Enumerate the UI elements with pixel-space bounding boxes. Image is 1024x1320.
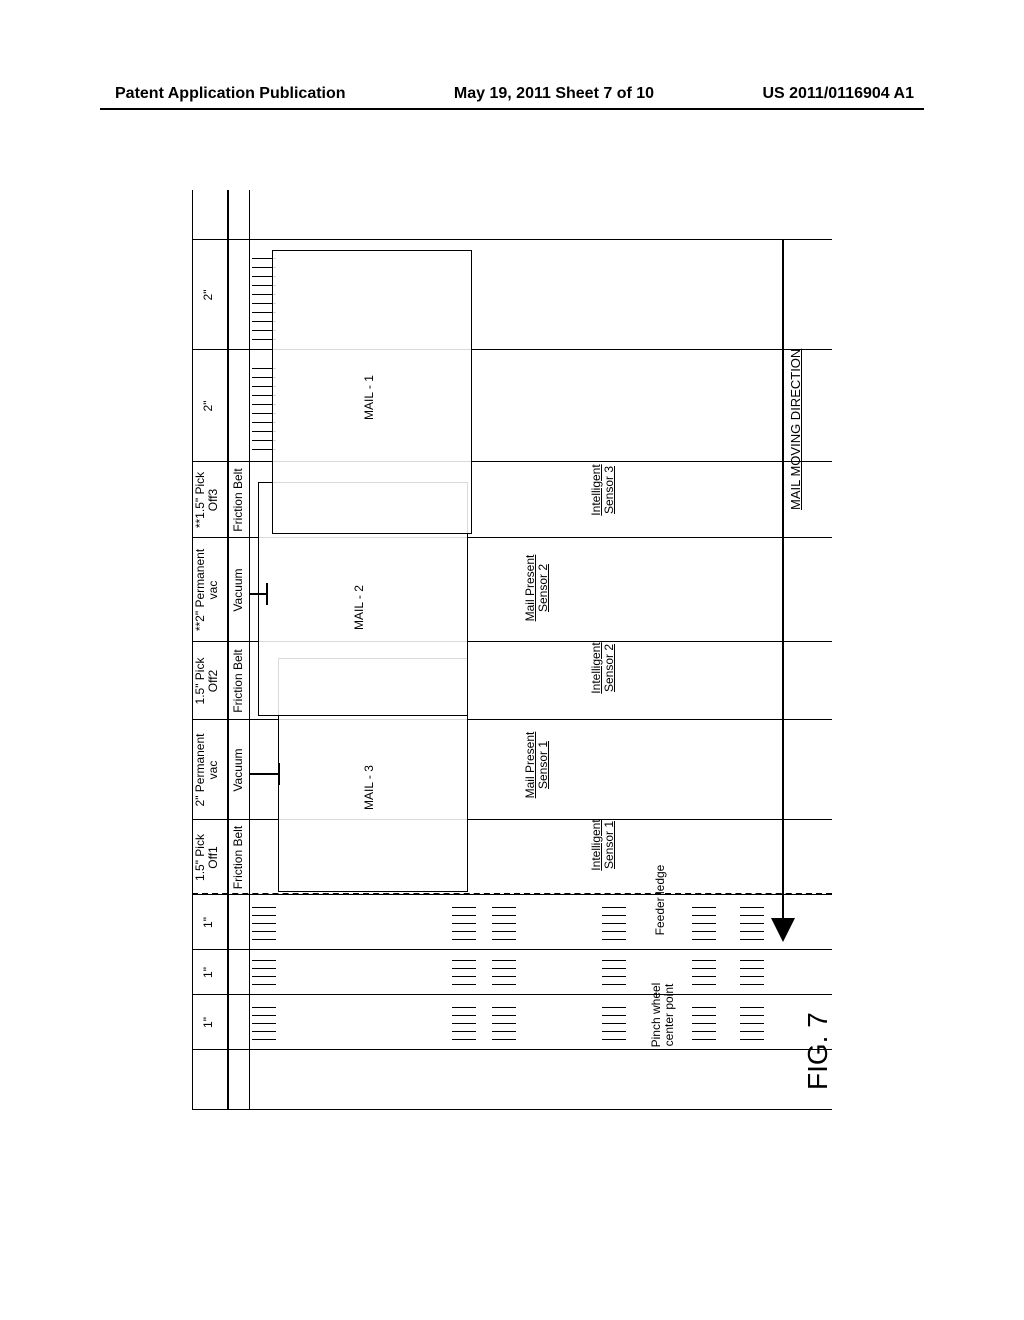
vac-tee-2b — [266, 583, 268, 605]
figure-label: FIG. 7 — [802, 1012, 834, 1090]
mail-3-label: MAIL - 3 — [362, 765, 376, 810]
figure-frame: 1" 1" 1" 1.5" Pick Off1 2" Permanent vac… — [100, 170, 924, 1130]
mail-present-sensor-2: Mail Present Sensor 2 — [524, 543, 550, 633]
col-label-2: 1" — [202, 950, 215, 995]
col-label-5: 2" Permanent vac — [194, 720, 220, 820]
col-label-1: 1" — [202, 995, 215, 1050]
mail-direction-arrow — [771, 918, 795, 942]
vac-tee-1 — [250, 773, 280, 775]
row2-c7: Vacuum — [232, 538, 245, 642]
markband-6 — [740, 190, 764, 1110]
col-label-4: 1.5" Pick Off1 — [194, 820, 220, 895]
col-label-8: **1.5" Pick Off3 — [194, 462, 220, 538]
diagram: 1" 1" 1" 1.5" Pick Off1 2" Permanent vac… — [192, 190, 832, 1110]
mail-2-label: MAIL - 2 — [352, 585, 366, 630]
markband-5 — [692, 190, 716, 1110]
feeder-ledge-label: Feeder ledge — [654, 855, 667, 945]
header-left: Patent Application Publication — [115, 85, 346, 103]
intelligent-sensor-1: Intelligent Sensor 1 — [590, 805, 616, 885]
mail-present-sensor-1: Mail Present Sensor 1 — [524, 720, 550, 810]
intelligent-sensor-2: Intelligent Sensor 2 — [590, 628, 616, 708]
intelligent-sensor-3: Intelligent Sensor 3 — [590, 450, 616, 530]
row2-c8: Friction Belt — [232, 462, 245, 538]
vac-tee-1b — [278, 763, 280, 785]
col-label-10: 2" — [202, 240, 215, 350]
header-center: May 19, 2011 Sheet 7 of 10 — [454, 85, 654, 103]
row2-c6: Friction Belt — [232, 642, 245, 720]
pinch-wheel-label: Pinch wheel center point — [650, 970, 676, 1060]
col-label-6: 1.5" Pick Off2 — [194, 642, 220, 720]
page-header: Patent Application Publication May 19, 2… — [0, 85, 1024, 103]
mail-direction-text: MAIL MOVING DIRECTION — [788, 349, 803, 510]
col-label-9: 2" — [202, 350, 215, 462]
header-right: US 2011/0116904 A1 — [762, 85, 914, 103]
header-rule — [100, 108, 924, 110]
row2-c5: Vacuum — [232, 720, 245, 820]
col-label-3: 1" — [202, 895, 215, 950]
markband-3 — [492, 190, 516, 1110]
mail-direction-line — [782, 240, 784, 920]
mail-1-label: MAIL - 1 — [362, 375, 376, 420]
row2-c4: Friction Belt — [232, 820, 245, 895]
col-label-7: **2" Permanent vac — [194, 538, 220, 642]
